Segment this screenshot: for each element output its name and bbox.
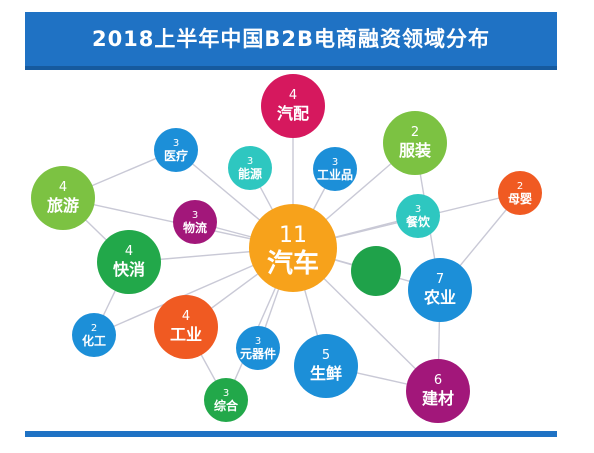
node-label-gongye: 工业 [170,325,202,344]
node-circle-kuaixiao [97,230,161,294]
node-circle-jiancai [406,359,470,423]
node-circle-gongyepin [313,147,357,191]
node-nongye: 7农业 [408,258,472,322]
node-count-qipei: 4 [289,88,297,103]
node-circle-blank [351,246,401,296]
node-count-gongyepin: 3 [332,157,338,168]
node-label-canyin: 餐饮 [406,214,431,229]
node-label-yuanqijian: 元器件 [240,346,276,361]
bottom-bar [25,431,557,437]
node-label-shengxian: 生鲜 [310,364,342,383]
node-circle-gongye [154,295,218,359]
node-nengyuan: 3能源 [228,146,272,190]
node-count-nengyuan: 3 [247,156,253,167]
node-circle-shengxian [294,334,358,398]
node-count-kuaixiao: 4 [125,244,133,259]
hub-count: 11 [279,223,307,248]
node-circle-zonghe [204,378,248,422]
diagram-title: 2018上半年中国B2B电商融资领域分布 [91,27,491,51]
node-circle-fuzhuang [383,111,447,175]
node-count-wuliu: 3 [192,210,198,221]
node-kuaixiao: 4快消 [97,230,161,294]
node-wuliu: 3物流 [173,200,217,244]
node-circle-huagong [72,313,116,357]
node-label-huagong: 化工 [82,333,106,348]
node-blank [351,246,401,296]
node-label-wuliu: 物流 [183,220,207,235]
node-label-nongye: 农业 [423,288,456,307]
node-label-lvyou: 旅游 [47,196,79,215]
node-canyin: 3餐饮 [396,194,440,238]
node-huagong: 2化工 [72,313,116,357]
node-muying: 2母婴 [498,171,542,215]
node-circle-nengyuan [228,146,272,190]
hub-circle [249,204,337,292]
node-circle-nongye [408,258,472,322]
node-label-muying: 母婴 [508,192,532,206]
node-label-kuaixiao: 快消 [113,260,145,279]
node-lvyou: 4旅游 [31,166,95,230]
node-label-fuzhuang: 服装 [399,141,431,160]
node-circle-qipei [261,74,325,138]
node-label-qipei: 汽配 [277,104,309,123]
node-count-canyin: 3 [415,204,421,215]
node-count-jiancai: 6 [434,373,442,388]
node-label-gongyepin: 工业品 [317,167,353,182]
node-label-yiliao: 医疗 [164,148,188,163]
node-count-huagong: 2 [91,323,97,334]
node-circle-lvyou [31,166,95,230]
node-label-zonghe: 综合 [214,398,239,413]
node-circle-wuliu [173,200,217,244]
node-count-shengxian: 5 [322,348,330,363]
node-gongye: 4工业 [154,295,218,359]
node-count-zonghe: 3 [223,388,229,399]
node-count-nongye: 7 [436,272,444,287]
node-circle-canyin [396,194,440,238]
node-count-yuanqijian: 3 [255,336,261,347]
node-circle-muying [498,171,542,215]
node-label-nengyuan: 能源 [238,166,262,181]
node-label-jiancai: 建材 [422,389,454,408]
title-banner: 2018上半年中国B2B电商融资领域分布 [25,12,557,70]
node-circle-yuanqijian [236,326,280,370]
node-count-gongye: 4 [182,309,190,324]
node-qipei: 4汽配 [261,74,325,138]
node-yiliao: 3医疗 [154,128,198,172]
node-fuzhuang: 2服装 [383,111,447,175]
node-count-yiliao: 3 [173,138,179,149]
node-circle-yiliao [154,128,198,172]
node-shengxian: 5生鲜 [294,334,358,398]
node-count-lvyou: 4 [59,180,67,195]
node-zonghe: 3综合 [204,378,248,422]
hub-label: 汽车 [267,248,319,279]
node-count-muying: 2 [517,181,523,192]
node-count-fuzhuang: 2 [411,125,419,140]
node-jiancai: 6建材 [406,359,470,423]
